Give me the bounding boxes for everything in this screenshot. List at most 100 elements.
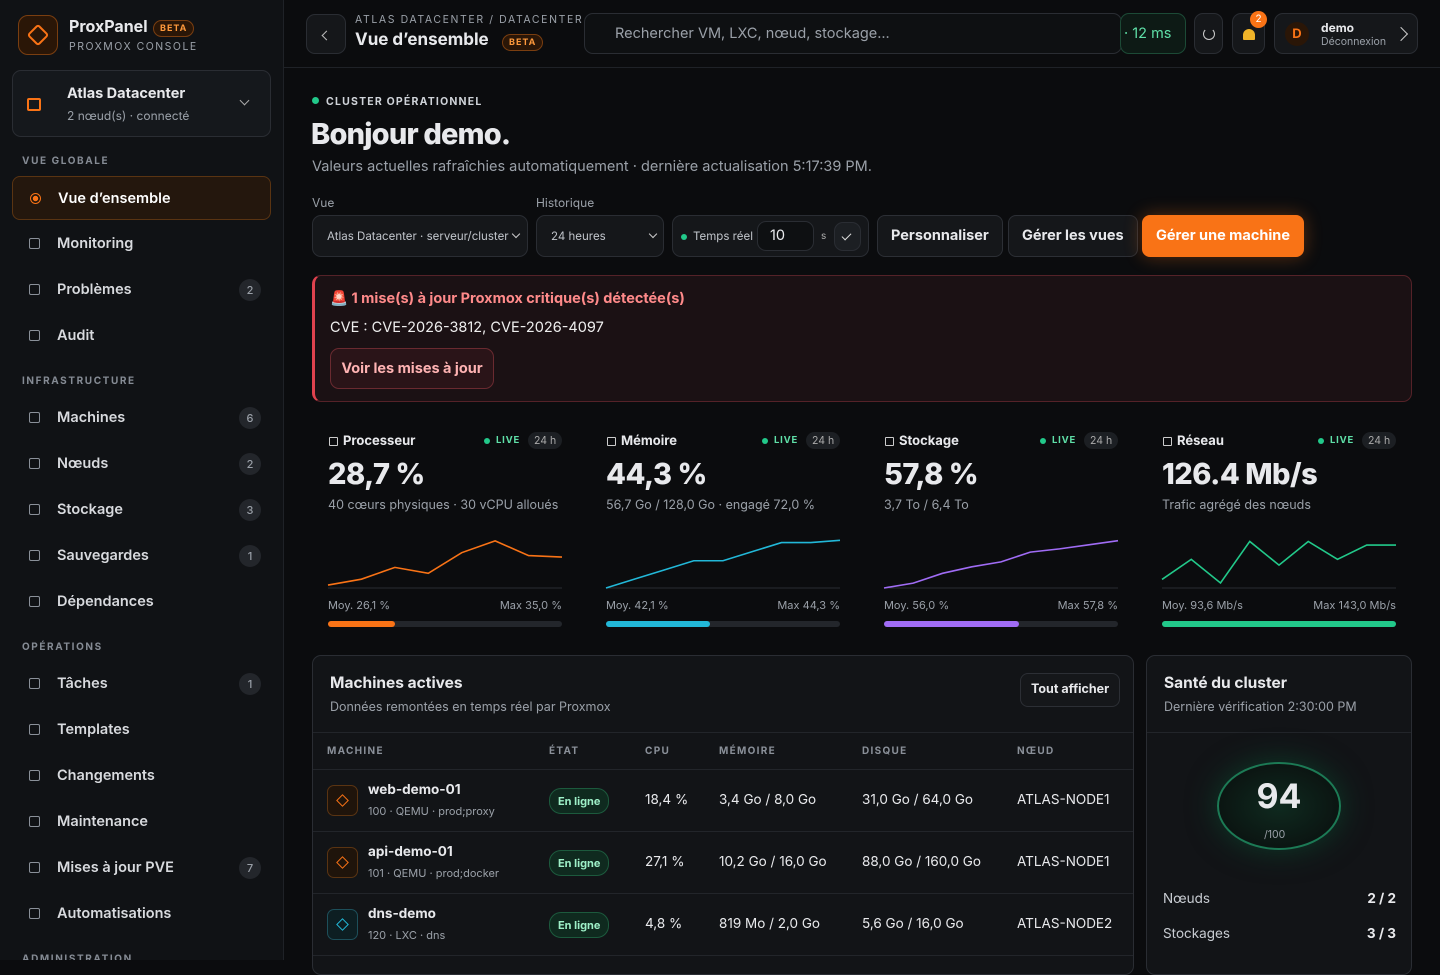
nav-item[interactable]: Mises à jour PVE 7 — [12, 846, 271, 890]
nav-label: Dépendances — [57, 593, 154, 610]
breadcrumb: ATLAS DATACENTER / DATACENTER — [355, 13, 584, 26]
nav-label: Sauvegardes — [57, 547, 149, 564]
action-button[interactable]: Gérer une machine — [1142, 215, 1304, 257]
metric-name: Réseau — [1177, 433, 1224, 449]
action-button[interactable]: Personnaliser — [877, 215, 1003, 257]
action-button[interactable]: Gérer les vues — [1008, 215, 1138, 257]
nav-label: Stockage — [57, 501, 123, 518]
column-header: ÉTAT — [549, 745, 580, 757]
history-value: 24 heures — [551, 229, 606, 243]
nav-item[interactable]: Audit — [12, 314, 271, 358]
divider — [313, 769, 1133, 770]
nav-label: Machines — [57, 409, 126, 426]
nav-item[interactable]: Tâches 1 — [12, 662, 271, 706]
nav-item[interactable]: Templates — [12, 708, 271, 752]
table-row[interactable]: web-demo-01 100 · QEMU · prod;proxy En lig… — [313, 770, 1133, 832]
machine-node: ATLAS-NODE1 — [1017, 792, 1110, 808]
search[interactable]: Rechercher VM, LXC, nœud, stockage... — [584, 13, 1122, 54]
metric-icon — [329, 437, 338, 446]
metric-max: Max 35,0 % — [499, 598, 562, 612]
table-row[interactable]: dns-demo 120 · LXC · dns En ligne 4,8 % 819 … — [313, 894, 1133, 956]
sparkline — [1161, 540, 1396, 585]
machine-icon — [327, 847, 358, 878]
nav-item[interactable]: Nœuds 2 — [12, 442, 271, 486]
metric-detail: 3,7 To / 6,4 To — [884, 498, 969, 513]
machine-disk: 31,0 Go / 64,0 Go — [862, 792, 973, 808]
logout[interactable]: Déconnexion — [1321, 35, 1387, 48]
refresh-button[interactable] — [1194, 13, 1223, 54]
gauge-bar — [1162, 621, 1396, 627]
gauge-bar — [606, 621, 710, 627]
machine-meta: 120 · LXC · dns — [368, 928, 446, 942]
nav-item[interactable]: Changements — [12, 754, 271, 798]
alert-button[interactable]: Voir les mises à jour — [330, 348, 494, 389]
nav-icon — [29, 504, 40, 515]
nav-item[interactable]: Maintenance — [12, 800, 271, 844]
metric-card: Mémoire LIVE 24 h 44,3 % 56,7 Go / 128,0 Go … — [606, 430, 841, 630]
nav-section-title: OPÉRATIONS — [22, 641, 103, 653]
show-all-button[interactable]: Tout afficher — [1020, 673, 1121, 707]
metric-live: LIVE — [1330, 435, 1355, 446]
metric-detail: 56,7 Go / 128,0 Go · engagé 72,0 % — [606, 498, 816, 513]
nav-section-title: INFRASTRUCTURE — [22, 375, 136, 387]
topbar: ATLAS DATACENTER / DATACENTER Vue d’ense… — [284, 0, 1440, 68]
machine-memory: 10,2 Go / 16,0 Go — [719, 854, 827, 870]
nav-icon — [29, 908, 40, 919]
nav-icon — [30, 193, 41, 204]
collapse-button[interactable] — [306, 14, 346, 54]
nav-item[interactable]: Automatisations — [12, 892, 271, 936]
alert-button-label: Voir les mises à jour — [341, 360, 483, 377]
nav-label: Tâches — [57, 675, 108, 692]
machine-meta: 101 · QEMU · prod;docker — [368, 866, 500, 880]
machine-state: En ligne — [549, 850, 610, 876]
machines-panel: Machines actives Données remontées en te… — [312, 655, 1134, 975]
score: 94 — [1256, 776, 1302, 817]
datacenter-selector[interactable]: Atlas Datacenter 2 nœud(s) · connecté — [12, 70, 271, 137]
user-menu[interactable]: D demo Déconnexion — [1274, 13, 1418, 54]
notifications-button[interactable]: 2 — [1232, 11, 1267, 54]
nav-label: Automatisations — [57, 905, 172, 922]
health-subtitle: Dernière vérification 2:30:00 PM — [1164, 700, 1357, 715]
view-label: Vue — [312, 195, 335, 210]
metric-live: LIVE — [496, 435, 521, 446]
nav-icon — [29, 550, 40, 561]
metric-icon — [607, 437, 616, 446]
health-value: 2 / 2 — [1367, 891, 1396, 907]
live-dot — [484, 438, 490, 444]
nav-icon — [29, 862, 40, 873]
metric-max: Max 57,8 % — [1057, 598, 1118, 612]
nav-count: 7 — [239, 857, 261, 879]
nav-item[interactable]: Sauvegardes 1 — [12, 534, 271, 578]
view-value: Atlas Datacenter · serveur/cluster — [327, 229, 509, 243]
health-panel: Santé du cluster Dernière vérification 2… — [1146, 655, 1412, 975]
score-ring: 94 /100 — [1217, 762, 1341, 850]
health-label: Stockages — [1163, 926, 1231, 942]
live-dot — [1040, 438, 1046, 444]
table-row[interactable]: api-demo-01 101 · QEMU · prod;docker En li… — [313, 832, 1133, 894]
nav-item[interactable]: Stockage 3 — [12, 488, 271, 532]
nav-item[interactable]: Problèmes 2 — [12, 268, 271, 312]
machine-meta: 100 · QEMU · prod;proxy — [368, 804, 495, 818]
metric-range: 24 h — [1084, 432, 1119, 449]
interval-input[interactable]: 10 — [757, 221, 814, 251]
nav-icon — [29, 596, 40, 607]
metric-value: 28,7 % — [328, 456, 425, 491]
machine-name: dns-demo — [368, 906, 436, 922]
nav-item[interactable]: Machines 6 — [12, 396, 271, 440]
apply-button[interactable] — [834, 222, 861, 251]
greeting: Bonjour demo. — [311, 116, 511, 151]
nav-icon — [29, 330, 40, 341]
gauge-track — [884, 621, 1118, 627]
history-select[interactable]: 24 heures — [536, 215, 664, 257]
nav-item[interactable]: Dépendances — [12, 580, 271, 624]
view-select[interactable]: Atlas Datacenter · serveur/cluster — [312, 215, 528, 257]
machines-subtitle: Données remontées en temps réel par Prox… — [330, 700, 611, 715]
health-label: Nœuds — [1163, 891, 1211, 907]
machine-cpu: 18,4 % — [645, 792, 689, 808]
realtime-label: Temps réel — [693, 229, 753, 243]
nav-item[interactable]: Vue d’ensemble — [12, 176, 271, 220]
interval-unit: s — [821, 230, 827, 242]
machine-node: ATLAS-NODE2 — [1017, 916, 1113, 932]
nav-item[interactable]: Monitoring — [12, 222, 271, 266]
